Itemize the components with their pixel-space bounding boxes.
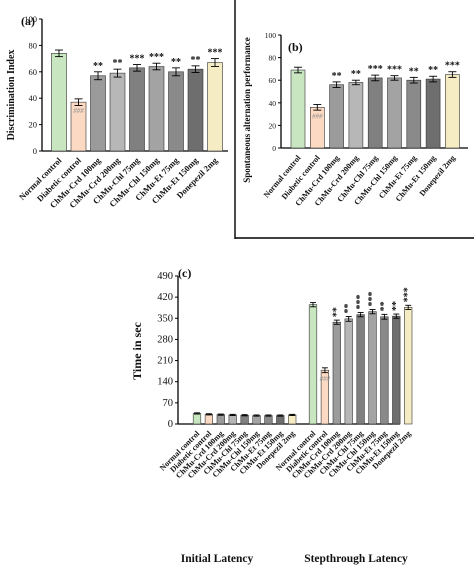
panel-c-group-1-bar-3	[344, 318, 353, 425]
panel-c-group-1-significance-3: **	[343, 303, 354, 313]
panel-c-group-1-significance-2: **	[331, 307, 342, 317]
panel-c-group-1-significance-4: ***	[355, 295, 366, 310]
panel-c-group-0-bar-1	[204, 414, 214, 425]
panel-a-bar-5	[148, 66, 165, 152]
panel-c-group-1-significance-8: ***	[403, 287, 414, 302]
panel-c-group-0-bar-5	[252, 415, 261, 425]
panel-c-group-0-bar-2	[216, 414, 225, 425]
panel-b-bar-7	[425, 78, 441, 149]
panel-c-group-0-bar-3	[228, 414, 237, 425]
panel-c-group-label-stepthrough: Stepthrough Latency	[304, 553, 408, 565]
panel-a-bar-7	[187, 68, 204, 152]
panel-a-bar-3	[109, 72, 126, 152]
panel-a-y-axis-label: Discrimination Index	[6, 50, 17, 141]
panel-a-y-tick-label-2: 40	[29, 93, 38, 103]
panel-a-significance-8: ***	[208, 48, 223, 59]
panel-a-significance-2: **	[93, 61, 103, 72]
panel-b-significance-1: ###	[312, 112, 323, 120]
panel-c-group-1-bar-6	[380, 316, 389, 425]
panel-c-label: (c)	[178, 266, 191, 280]
panel-c-y-tick-label-0: 0	[168, 419, 173, 430]
panel-b-y-tick-label-5: 100	[265, 31, 277, 40]
panel-b-y-tick-label-4: 80	[269, 54, 277, 63]
panel-b-bar-3	[348, 82, 364, 149]
panel-b-y-tick-label-2: 40	[269, 99, 277, 108]
panel-c-group-0-bar-0	[192, 413, 202, 425]
panel-b-bar-2	[329, 84, 344, 149]
chart-panel-a: (a) Discrimination Index 020406080100Nor…	[6, 14, 228, 210]
panel-c-y-tick-label-5: 350	[157, 313, 173, 324]
panel-a-label: (a)	[21, 14, 35, 28]
panel-a-y-tick-label-1: 20	[29, 120, 38, 130]
panel-c-y-tick-label-6: 420	[157, 292, 173, 303]
panel-c-group-1-bar-7	[392, 315, 401, 425]
panel-c-group-0-bar-8	[288, 414, 297, 425]
panel-a-bar-8	[207, 62, 223, 152]
panel-c-y-tick-label-2: 140	[157, 377, 173, 388]
panel-a-significance-6: **	[171, 57, 181, 68]
panel-c-y-axis-label: Time in sec	[130, 321, 144, 379]
panel-b-significance-8: ***	[445, 61, 460, 72]
panel-a-bar-4	[129, 67, 145, 152]
panel-b-y-tick-label-3: 60	[269, 76, 277, 85]
panel-c-group-1-bar-0	[308, 304, 318, 425]
panel-a-bar-0	[51, 53, 67, 152]
panel-c-group-1-bar-5	[368, 311, 377, 425]
chart-panel-b: (b) Spontaneous alternation performance …	[242, 31, 468, 208]
panel-b-bar-5	[387, 77, 402, 149]
panel-c-group-label-initial: Initial Latency	[181, 553, 254, 565]
panel-b-significance-7: **	[428, 65, 438, 76]
panel-c-group-0-bar-6	[264, 415, 273, 425]
panel-b-bar-8	[445, 74, 460, 149]
panel-b-significance-5: ***	[387, 65, 402, 76]
chart-panel-c: (c) Time in sec Initial Latency Stepthro…	[130, 266, 414, 565]
panel-c-group-0-bar-4	[240, 414, 249, 425]
panel-c-y-tick-label-7: 490	[157, 271, 173, 282]
panel-a-y-tick-label-4: 80	[29, 40, 38, 50]
panel-b-y-tick-label-1: 20	[269, 121, 277, 130]
panel-b-y-tick-label-0: 0	[272, 144, 276, 153]
panel-b-significance-2: **	[332, 71, 342, 82]
panel-c-group-0-bar-7	[276, 415, 285, 425]
panel-c-y-tick-label-4: 280	[157, 334, 173, 345]
panel-c-group-1-bar-8	[404, 307, 413, 425]
panel-b-bar-4	[367, 77, 383, 149]
panel-a-significance-3: **	[113, 58, 123, 69]
panel-b-bar-6	[406, 79, 422, 149]
panel-a-bar-6	[168, 71, 184, 152]
panel-a-y-tick-label-3: 60	[29, 67, 38, 77]
panel-a-y-tick-label-5: 100	[24, 14, 37, 24]
panel-b-significance-6: **	[409, 66, 419, 77]
panel-c-group-1-significance-1: ###	[320, 375, 331, 383]
panel-a-significance-7: **	[191, 55, 201, 66]
panel-c-group-1-bar-4	[356, 314, 365, 425]
panel-c-y-tick-label-3: 210	[157, 356, 173, 367]
panel-c-group-1-significance-5: ***	[367, 292, 378, 307]
panel-a-significance-5: ***	[149, 52, 164, 63]
panel-c-group-1-significance-7: **	[391, 301, 402, 311]
panel-a-bar-2	[90, 75, 106, 152]
panel-c-y-tick-label-1: 70	[163, 398, 174, 409]
panel-b-label: (b)	[288, 40, 303, 54]
panel-c-group-1-bar-2	[332, 321, 341, 425]
panel-b-significance-4: ***	[368, 64, 383, 75]
panel-b-y-axis-label: Spontaneous alternation performance	[242, 37, 252, 183]
panel-a-significance-1: ###	[73, 107, 84, 115]
panel-b-significance-3: **	[351, 69, 361, 80]
panel-a-significance-4: ***	[130, 54, 145, 65]
panel-b-bar-0	[290, 69, 306, 149]
panel-a-y-tick-label-0: 0	[33, 146, 37, 156]
panel-c-group-1-significance-6: **	[379, 301, 390, 311]
